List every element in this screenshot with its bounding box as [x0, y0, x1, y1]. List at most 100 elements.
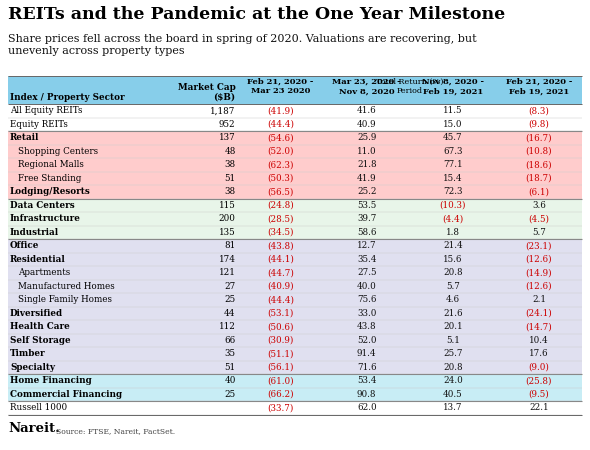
- Bar: [8, 320, 582, 333]
- Text: Equity REITs: Equity REITs: [10, 120, 68, 129]
- Text: 38: 38: [224, 160, 235, 169]
- Text: (8.3): (8.3): [529, 106, 549, 115]
- Text: (61.0): (61.0): [267, 376, 294, 385]
- Text: 25: 25: [224, 390, 235, 399]
- Text: Diversified: Diversified: [10, 309, 63, 318]
- Text: (30.9): (30.9): [267, 336, 294, 345]
- Text: 11.5: 11.5: [443, 106, 463, 115]
- Text: Timber: Timber: [10, 349, 45, 358]
- Text: Home Financing: Home Financing: [10, 376, 92, 385]
- Text: (4.4): (4.4): [442, 214, 464, 223]
- Text: 27: 27: [224, 282, 235, 291]
- Text: 24.0: 24.0: [443, 376, 463, 385]
- Bar: [8, 401, 582, 414]
- Text: 12.7: 12.7: [357, 241, 376, 250]
- Text: (14.7): (14.7): [526, 322, 552, 331]
- Bar: [8, 104, 582, 117]
- Text: 20.1: 20.1: [443, 322, 463, 331]
- Text: 135: 135: [219, 228, 235, 237]
- Text: (23.1): (23.1): [526, 241, 552, 250]
- Text: (18.7): (18.7): [526, 174, 552, 183]
- Text: (10.8): (10.8): [526, 147, 552, 156]
- Bar: [8, 293, 582, 306]
- Text: 3.6: 3.6: [532, 201, 546, 210]
- Text: (9.5): (9.5): [529, 390, 549, 399]
- Text: 66: 66: [224, 336, 235, 345]
- Text: 5.1: 5.1: [446, 336, 460, 345]
- Text: 200: 200: [219, 214, 235, 223]
- Text: (9.0): (9.0): [529, 363, 549, 372]
- Text: (50.6): (50.6): [267, 322, 294, 331]
- Text: 2.1: 2.1: [532, 295, 546, 304]
- Bar: [8, 131, 582, 144]
- Text: Shopping Centers: Shopping Centers: [18, 147, 98, 156]
- Text: 75.6: 75.6: [357, 295, 376, 304]
- Text: 51: 51: [224, 174, 235, 183]
- Text: (66.2): (66.2): [267, 390, 294, 399]
- Text: All Equity REITs: All Equity REITs: [10, 106, 83, 115]
- Text: Data Centers: Data Centers: [10, 201, 74, 210]
- Text: Index / Property Sector: Index / Property Sector: [10, 93, 124, 102]
- Bar: [8, 306, 582, 320]
- Text: Commercial Financing: Commercial Financing: [10, 390, 122, 399]
- Text: Source: FTSE, Nareit, FactSet.: Source: FTSE, Nareit, FactSet.: [56, 428, 175, 436]
- Text: 43.8: 43.8: [357, 322, 376, 331]
- Text: Nareit.: Nareit.: [8, 423, 60, 436]
- Text: 90.8: 90.8: [357, 390, 376, 399]
- Text: Free Standing: Free Standing: [18, 174, 81, 183]
- Text: Russell 1000: Russell 1000: [10, 403, 67, 412]
- Text: 21.4: 21.4: [443, 241, 463, 250]
- Text: Regional Malls: Regional Malls: [18, 160, 84, 169]
- Text: 53.4: 53.4: [357, 376, 376, 385]
- Text: Office: Office: [10, 241, 40, 250]
- Text: 40.0: 40.0: [357, 282, 376, 291]
- Bar: [8, 198, 582, 212]
- Text: 52.0: 52.0: [357, 336, 376, 345]
- Bar: [8, 76, 582, 104]
- Text: 40.9: 40.9: [357, 120, 376, 129]
- Text: (24.8): (24.8): [267, 201, 294, 210]
- Text: 13.7: 13.7: [443, 403, 463, 412]
- Text: 41.9: 41.9: [357, 174, 376, 183]
- Text: 15.6: 15.6: [443, 255, 463, 264]
- Text: (44.4): (44.4): [267, 120, 294, 129]
- Text: Total Return (%)
Period: Total Return (%) Period: [376, 78, 444, 95]
- Text: Industrial: Industrial: [10, 228, 59, 237]
- Text: 27.5: 27.5: [357, 268, 376, 277]
- Text: Infrastructure: Infrastructure: [10, 214, 81, 223]
- Text: 20.8: 20.8: [443, 268, 463, 277]
- Text: (10.3): (10.3): [440, 201, 466, 210]
- Text: Feb 21, 2020 -
Mar 23 2020: Feb 21, 2020 - Mar 23 2020: [247, 78, 314, 95]
- Text: 72.3: 72.3: [443, 187, 463, 196]
- Text: Lodging/Resorts: Lodging/Resorts: [10, 187, 91, 196]
- Text: 21.6: 21.6: [443, 309, 463, 318]
- Text: (4.5): (4.5): [529, 214, 549, 223]
- Text: (41.9): (41.9): [267, 106, 294, 115]
- Text: 51: 51: [224, 363, 235, 372]
- Text: Share prices fell across the board in spring of 2020. Valuations are recovering,: Share prices fell across the board in sp…: [8, 34, 477, 56]
- Text: 81: 81: [224, 241, 235, 250]
- Text: 112: 112: [219, 322, 235, 331]
- Text: (12.6): (12.6): [526, 255, 552, 264]
- Text: (16.7): (16.7): [526, 133, 552, 142]
- Bar: [8, 185, 582, 198]
- Text: 25.7: 25.7: [443, 349, 463, 358]
- Text: Apartments: Apartments: [18, 268, 70, 277]
- Text: 5.7: 5.7: [446, 282, 460, 291]
- Text: 71.6: 71.6: [357, 363, 376, 372]
- Text: 174: 174: [219, 255, 235, 264]
- Text: Specialty: Specialty: [10, 363, 55, 372]
- Text: 91.4: 91.4: [357, 349, 376, 358]
- Bar: [8, 387, 582, 401]
- Text: 58.6: 58.6: [357, 228, 376, 237]
- Bar: [8, 158, 582, 171]
- Text: 40.5: 40.5: [443, 390, 463, 399]
- Text: 121: 121: [219, 268, 235, 277]
- Text: (52.0): (52.0): [267, 147, 294, 156]
- Text: 1.8: 1.8: [446, 228, 460, 237]
- Text: (56.5): (56.5): [267, 187, 294, 196]
- Text: 22.1: 22.1: [529, 403, 549, 412]
- Text: (43.8): (43.8): [267, 241, 294, 250]
- Text: (28.5): (28.5): [267, 214, 294, 223]
- Text: Market Cap
($B): Market Cap ($B): [178, 83, 235, 102]
